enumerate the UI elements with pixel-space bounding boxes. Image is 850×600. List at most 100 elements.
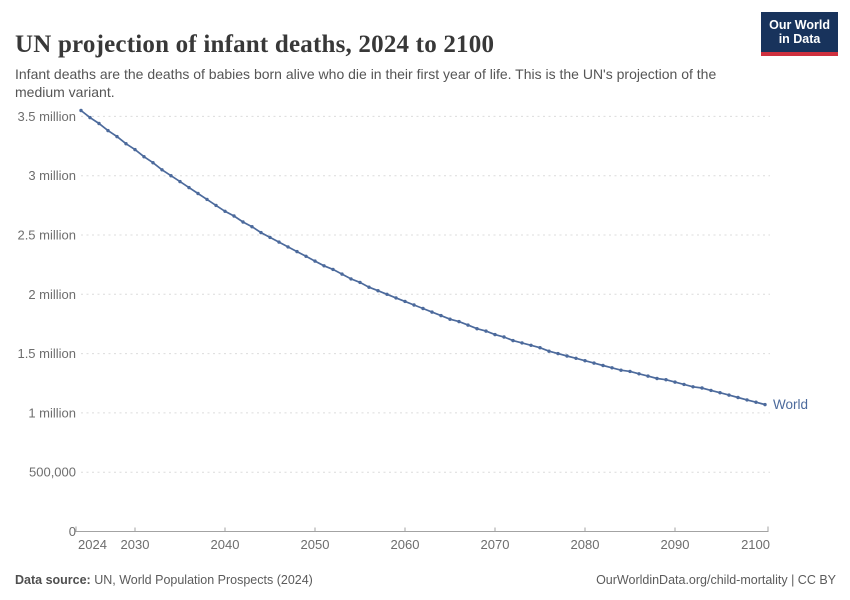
data-point[interactable] [520, 341, 524, 345]
data-point[interactable] [151, 161, 155, 165]
data-point[interactable] [583, 359, 587, 363]
data-point[interactable] [376, 289, 380, 293]
data-point[interactable] [223, 209, 227, 213]
data-point[interactable] [646, 374, 650, 378]
chart-footer: Data source: UN, World Population Prospe… [15, 573, 836, 587]
data-point[interactable] [556, 351, 560, 356]
data-point[interactable] [430, 310, 434, 314]
series-world[interactable] [79, 108, 767, 407]
data-point[interactable] [214, 203, 218, 208]
data-point[interactable] [304, 254, 308, 258]
data-point[interactable] [403, 299, 407, 304]
data-point[interactable] [268, 235, 272, 240]
data-point[interactable] [466, 323, 470, 327]
x-axis-tick-label: 2080 [571, 537, 600, 552]
data-point[interactable] [79, 108, 83, 113]
data-point[interactable] [691, 385, 695, 389]
data-point[interactable] [763, 402, 767, 407]
series-line[interactable] [80, 109, 766, 406]
data-point[interactable] [457, 319, 461, 324]
x-axis-tick-label: 2024 [78, 537, 107, 552]
data-point[interactable] [610, 366, 614, 370]
data-point[interactable] [529, 343, 533, 347]
data-point[interactable] [241, 220, 245, 224]
data-point[interactable] [637, 372, 641, 376]
x-axis-tick-label: 2090 [661, 537, 690, 552]
data-point[interactable] [313, 259, 317, 263]
data-point[interactable] [412, 303, 416, 307]
owid-logo[interactable]: Our World in Data [761, 12, 838, 56]
data-point[interactable] [736, 395, 740, 400]
data-point[interactable] [250, 225, 254, 229]
footer-separator: | [791, 573, 795, 587]
data-point[interactable] [700, 386, 704, 390]
canonical-url-link[interactable]: OurWorldinData.org/child-mortality [596, 573, 788, 587]
data-point[interactable] [547, 349, 551, 353]
data-point[interactable] [628, 369, 632, 374]
data-point[interactable] [232, 214, 236, 218]
data-point[interactable] [358, 280, 362, 285]
data-point[interactable] [97, 121, 101, 126]
data-point[interactable] [664, 378, 668, 382]
data-point[interactable] [160, 168, 164, 172]
data-point[interactable] [322, 264, 326, 268]
license-label: CC BY [797, 573, 836, 587]
data-point[interactable] [277, 240, 281, 244]
data-point[interactable] [682, 382, 686, 387]
data-point[interactable] [385, 292, 389, 296]
data-point[interactable] [205, 197, 209, 202]
data-point[interactable] [538, 346, 542, 350]
data-point[interactable] [367, 285, 371, 289]
data-point[interactable] [511, 338, 515, 343]
data-point[interactable] [295, 249, 299, 254]
data-point[interactable] [601, 363, 605, 368]
data-point[interactable] [727, 393, 731, 397]
data-point[interactable] [745, 398, 749, 402]
data-point[interactable] [331, 267, 335, 272]
data-point[interactable] [673, 380, 677, 384]
y-axis-tick-label: 500,000 [29, 465, 76, 480]
data-point[interactable] [106, 128, 110, 133]
data-point[interactable] [592, 361, 596, 365]
data-point[interactable] [88, 115, 92, 120]
data-point[interactable] [259, 230, 263, 235]
data-source-value: UN, World Population Prospects (2024) [94, 573, 313, 587]
data-point[interactable] [124, 142, 128, 146]
data-point[interactable] [565, 354, 569, 358]
data-point[interactable] [475, 327, 479, 331]
data-point[interactable] [619, 368, 623, 372]
y-axis-tick-label: 2.5 million [17, 228, 76, 243]
data-point[interactable] [439, 313, 443, 318]
data-point[interactable] [178, 179, 182, 184]
data-point[interactable] [754, 400, 758, 404]
data-point[interactable] [340, 272, 344, 276]
data-source: Data source: UN, World Population Prospe… [15, 573, 313, 587]
data-point[interactable] [196, 191, 200, 196]
data-point[interactable] [115, 134, 119, 139]
data-point[interactable] [448, 317, 452, 321]
data-point[interactable] [655, 376, 659, 381]
data-point[interactable] [394, 296, 398, 300]
data-point[interactable] [502, 335, 506, 339]
data-point[interactable] [574, 356, 578, 360]
data-point[interactable] [493, 332, 497, 337]
data-point[interactable] [286, 245, 290, 249]
data-point[interactable] [133, 147, 137, 152]
data-point[interactable] [421, 306, 425, 311]
data-point[interactable] [187, 185, 191, 190]
data-point[interactable] [142, 155, 146, 159]
data-point[interactable] [709, 388, 713, 393]
data-point[interactable] [349, 277, 353, 281]
data-point[interactable] [484, 329, 488, 333]
data-point[interactable] [718, 391, 722, 395]
x-axis-tick-label: 2070 [481, 537, 510, 552]
series-end-label[interactable]: World [773, 397, 808, 412]
footer-credits: OurWorldinData.org/child-mortality | CC … [596, 573, 836, 587]
x-axis-tick-label: 2060 [391, 537, 420, 552]
data-point[interactable] [169, 174, 173, 178]
y-axis-tick-label: 2 million [28, 287, 76, 302]
x-axis-tick-label: 2050 [301, 537, 330, 552]
x-axis-tick-label: 2040 [211, 537, 240, 552]
